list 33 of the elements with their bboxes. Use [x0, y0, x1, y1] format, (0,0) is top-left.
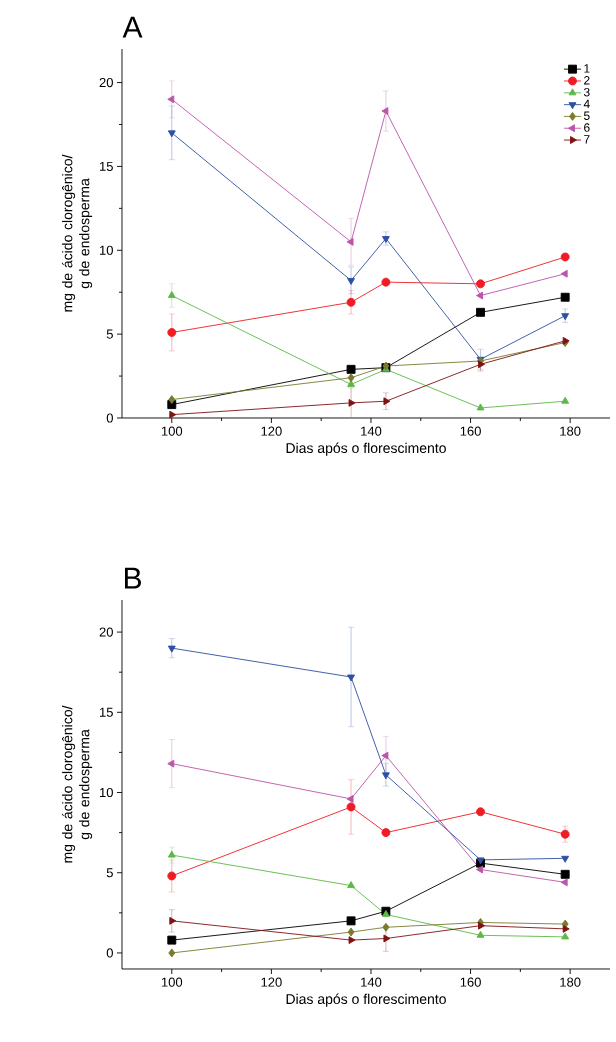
- y-tick-label: 10: [99, 245, 113, 255]
- legend-label: 6: [584, 123, 590, 132]
- y-tick-label: 15: [99, 161, 113, 171]
- x-tick-label: 180: [560, 426, 581, 436]
- x-axis-title: Dias após o florescimento: [286, 993, 446, 1007]
- x-tick-label: 160: [460, 426, 481, 436]
- y-tick-label: 0: [106, 413, 113, 423]
- x-tick-label: 120: [261, 426, 282, 436]
- x-tick-label: 100: [161, 977, 183, 987]
- x-tick-label: 180: [560, 977, 581, 987]
- y-tick-label: 5: [106, 329, 113, 339]
- legend-label: 2: [584, 76, 590, 85]
- y-tick-label: 0: [106, 948, 113, 958]
- legend-label: 3: [583, 87, 590, 97]
- y-tick-label: 20: [99, 627, 113, 637]
- x-axis-title: Dias após o florescimento: [286, 442, 446, 456]
- legend-label: 7: [584, 135, 590, 144]
- chart-title: A: [122, 16, 143, 38]
- x-tick-label: 120: [261, 977, 282, 987]
- legend-label: 4: [583, 99, 590, 109]
- legend-label: 1: [584, 64, 590, 73]
- legend-label: 5: [583, 111, 590, 120]
- y-tick-label: 10: [99, 787, 113, 798]
- x-tick-label: 100: [161, 426, 183, 436]
- x-tick-label: 140: [361, 426, 382, 436]
- y-axis-title: mg de ácido clorogênico/ g de endosperma: [61, 154, 93, 312]
- y-axis-title: mg de ácido clorogênico/ g de endosperma: [61, 705, 93, 863]
- x-tick-label: 160: [460, 977, 481, 987]
- y-tick-label: 20: [99, 77, 113, 88]
- y-tick-label: 15: [99, 707, 113, 717]
- x-tick-label: 140: [361, 977, 382, 987]
- chart-title: B: [124, 567, 141, 589]
- y-tick-label: 5: [106, 868, 113, 878]
